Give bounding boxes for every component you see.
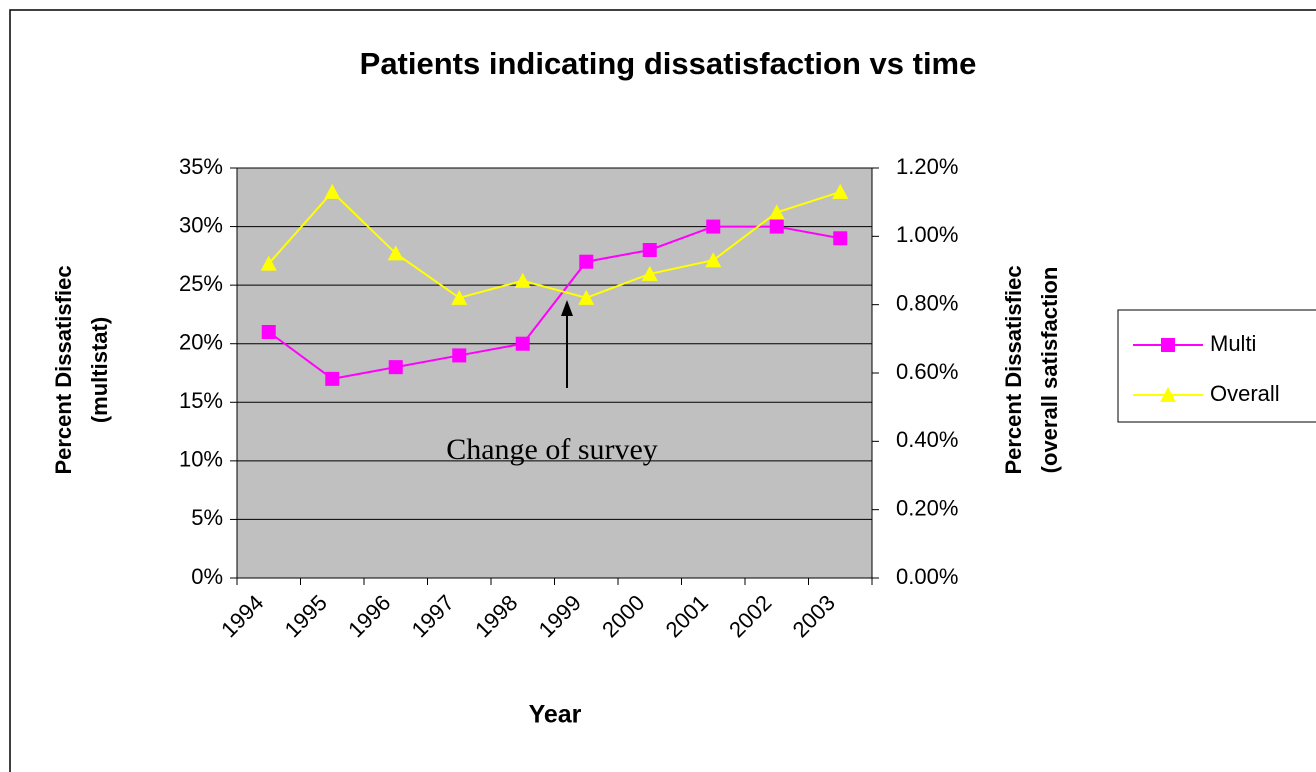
y-tick-label: 35% [179, 154, 223, 179]
marker [261, 325, 276, 339]
series-line [268, 190, 841, 299]
marker [514, 272, 531, 288]
marker [578, 289, 595, 305]
annotation-arrowhead [561, 300, 573, 316]
plot-area [237, 168, 872, 578]
marker [452, 348, 467, 363]
legend-label: Multi [1210, 331, 1256, 356]
marker [833, 231, 848, 246]
chart-title: Patients indicating dissatisfaction vs t… [360, 46, 977, 81]
y-tick-label: 15% [179, 388, 223, 413]
y2-tick-label: 0.60% [896, 359, 958, 384]
y-tick-label: 10% [179, 447, 223, 472]
y2-tick-label: 1.00% [896, 222, 958, 247]
marker [642, 243, 657, 257]
marker [769, 219, 784, 234]
legend-label: Overall [1210, 381, 1280, 406]
marker [706, 219, 721, 234]
marker [388, 360, 403, 375]
marker [451, 289, 468, 305]
y-tick-label: 5% [191, 505, 223, 530]
marker [325, 371, 340, 386]
marker [387, 245, 404, 261]
y2-tick-label: 0.80% [896, 290, 958, 315]
x-axis-label: Year [529, 701, 582, 729]
y2-tick-label: 0.40% [896, 427, 958, 452]
marker [768, 204, 785, 220]
y2-axis-label: (overall satisfaction [1037, 267, 1062, 474]
legend-marker [1160, 387, 1176, 402]
series-line [268, 225, 841, 380]
marker [641, 265, 658, 281]
y-axis-label: Percent Dissatisfiec [51, 265, 76, 474]
legend-box [1117, 309, 1316, 423]
marker [324, 183, 341, 199]
marker [579, 254, 594, 269]
y2-axis-label: Percent Dissatisfiec [1001, 265, 1026, 474]
y-axis-label: (multistat) [87, 317, 112, 423]
y2-tick-label: 0.20% [896, 495, 958, 520]
annotation: Change of survey [446, 433, 658, 466]
marker [515, 336, 530, 351]
marker [705, 252, 722, 268]
marker [260, 255, 277, 271]
y-tick-label: 0% [191, 564, 223, 589]
y2-tick-label: 1.20% [896, 154, 958, 179]
marker [832, 183, 849, 199]
y-tick-label: 20% [179, 330, 223, 355]
legend-marker [1161, 338, 1175, 352]
y-tick-label: 30% [179, 212, 223, 237]
y-tick-label: 25% [179, 271, 223, 296]
y2-tick-label: 0.00% [896, 564, 958, 589]
